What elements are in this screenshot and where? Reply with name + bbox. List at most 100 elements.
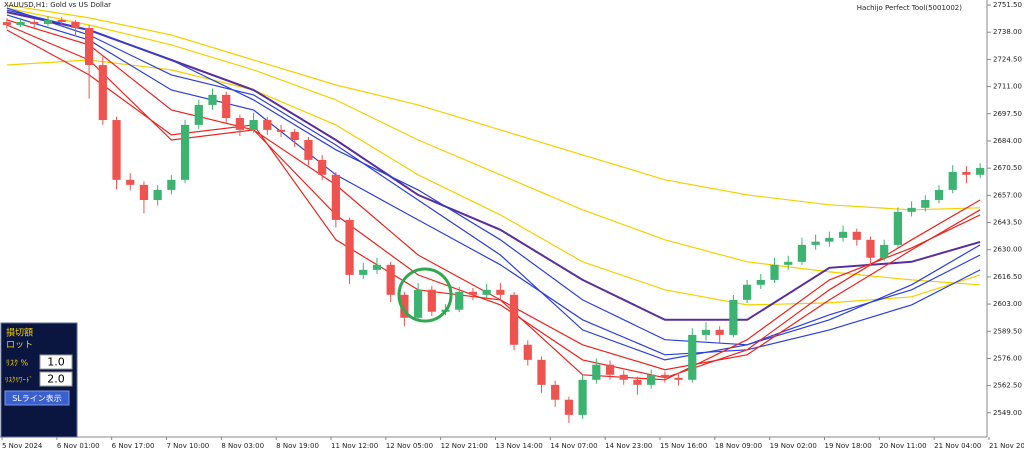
candles (2, 16, 985, 423)
candle-body (976, 167, 985, 175)
candle-body (647, 374, 656, 385)
y-tick-label: 2738.00 (993, 28, 1022, 36)
y-tick-label: 2562.50 (993, 382, 1022, 390)
candle-body (318, 159, 327, 175)
candle-body (482, 289, 491, 295)
y-tick-label: 2589.50 (993, 327, 1022, 335)
x-tick-label: 6 Nov 01:00 (57, 442, 100, 450)
y-tick-label: 2751.50 (993, 1, 1022, 9)
candle-body (619, 374, 628, 380)
risk-value: 1.0 (47, 356, 65, 369)
candle-body (71, 21, 80, 28)
ma-line (6, 59, 981, 306)
candle-body (784, 261, 793, 265)
candle-body (537, 359, 546, 385)
candle-body (43, 19, 53, 24)
y-tick-label: 2576.00 (993, 354, 1022, 362)
candle-body (633, 379, 642, 385)
x-tick-label: 7 Nov 10:00 (167, 442, 210, 450)
x-tick-label: 12 Nov 21:00 (441, 442, 488, 450)
candle-body (921, 199, 930, 208)
candle-body (400, 294, 409, 318)
candle-body (811, 241, 820, 245)
x-tick-label: 14 Nov 23:00 (605, 442, 652, 450)
candle-body (578, 379, 587, 415)
rr-label: ﾘｽｸﾘﾜｰﾄﾞ (5, 376, 33, 384)
y-tick-label: 2603.00 (993, 300, 1022, 308)
candle-body (249, 120, 258, 130)
candle-body (153, 189, 162, 200)
sl-button[interactable] (4, 390, 70, 406)
moving-averages (6, 4, 981, 381)
rr-input[interactable] (39, 371, 73, 387)
candle-body (674, 377, 683, 380)
x-tick-label: 15 Nov 16:00 (660, 442, 707, 450)
x-tick-label: 21 Nov 04:00 (934, 442, 981, 450)
candle-body (331, 174, 340, 220)
candle-body (84, 27, 94, 66)
candle-body (208, 94, 217, 105)
candle-body (551, 384, 560, 400)
candle-body (962, 171, 971, 175)
highlight-circle (397, 267, 453, 323)
candle-body (235, 118, 245, 130)
candle-body (742, 284, 752, 300)
candle-body (701, 329, 711, 335)
candle-body (359, 269, 368, 275)
candle-body (167, 179, 176, 190)
candle-body (386, 264, 395, 295)
ma-line (6, 9, 981, 346)
y-tick-label: 2724.50 (993, 55, 1022, 63)
candle-body (688, 334, 697, 380)
y-tick-label: 2657.00 (993, 191, 1022, 199)
x-tick-label: 8 Nov 03:00 (221, 442, 264, 450)
y-tick-label: 2711.00 (993, 83, 1022, 91)
x-tick-label: 6 Nov 17:00 (112, 442, 155, 450)
x-tick-label: 8 Nov 19:00 (276, 442, 319, 450)
candle-body (797, 244, 807, 262)
candle-body (413, 289, 423, 318)
chart-title: XAUUSD,H1: Gold vs US Dollar (4, 1, 111, 9)
y-tick-label: 2643.50 (993, 219, 1022, 227)
y-tick-label: 2549.00 (993, 409, 1022, 417)
candle-body (2, 22, 11, 25)
candle-body (427, 289, 436, 312)
candle-body (455, 291, 464, 310)
candle-body (98, 65, 107, 121)
candle-body (304, 139, 313, 160)
candle-body (880, 244, 889, 258)
candle-body (838, 231, 848, 238)
candle-body (276, 129, 286, 132)
candle-body (180, 124, 190, 180)
ma-line (6, 14, 981, 356)
ma-line (6, 24, 981, 379)
ma-line (6, 29, 981, 381)
candle-body (660, 374, 669, 378)
x-tick-label: 20 Nov 11:00 (879, 442, 926, 450)
risk-input[interactable] (39, 354, 73, 370)
candle-body (263, 120, 272, 130)
candle-body (194, 104, 203, 125)
candle-body (934, 189, 944, 200)
candle-body (57, 19, 66, 22)
candle-body (290, 131, 299, 140)
candle-body (126, 179, 135, 185)
x-tick-label: 14 Nov 07:00 (550, 442, 597, 450)
risk-label: ﾘｽｸ % (6, 359, 29, 368)
candle-body (16, 21, 25, 25)
candle-body (948, 171, 957, 190)
candle-body (715, 329, 724, 335)
x-tick-label: 5 Nov 2024 (2, 442, 43, 450)
candle-body (30, 21, 39, 24)
x-tick-label: 12 Nov 05:00 (386, 442, 433, 450)
x-tick-label: 21 Nov 20:00 (989, 442, 1024, 450)
candle-body (496, 289, 505, 295)
candle-body (345, 219, 354, 275)
loss-label: 損切額 (6, 327, 33, 339)
ma-line (6, 7, 981, 286)
candle-body (523, 344, 532, 360)
candle-body (825, 237, 834, 242)
x-tick-label: 19 Nov 18:00 (825, 442, 872, 450)
